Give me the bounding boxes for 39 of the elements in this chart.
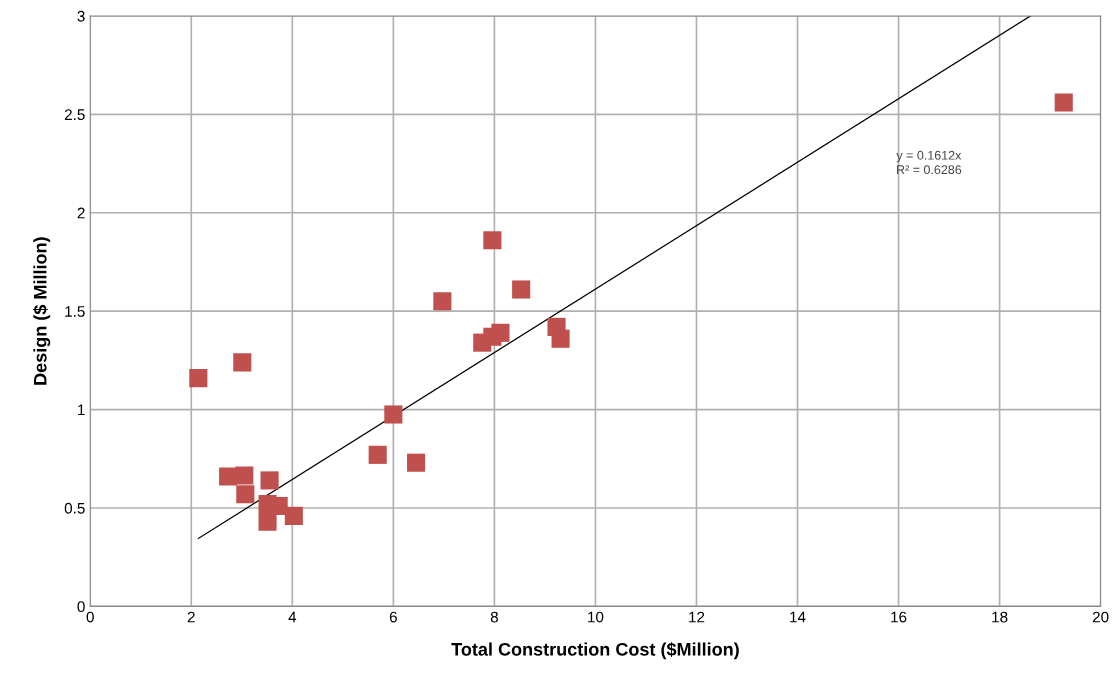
- x-tick-label: 6: [389, 611, 397, 623]
- y-tick-label: 2.5: [64, 109, 85, 121]
- point: [284, 506, 303, 525]
- y-axis-title: Design ($ Million): [33, 237, 51, 385]
- point: [219, 467, 238, 486]
- x-tick-label: 4: [288, 611, 297, 623]
- point: [235, 466, 254, 485]
- x-tick-label: 8: [490, 611, 498, 623]
- point: [368, 445, 387, 464]
- y-tick-label: 0.5: [64, 502, 85, 514]
- point: [483, 231, 502, 250]
- annotation: R² = 0.6286: [897, 165, 962, 175]
- point: [512, 280, 531, 299]
- y-tick-label: 0: [77, 601, 85, 613]
- y-tick-label: 1.5: [65, 306, 85, 317]
- x-tick-label: 20: [1092, 611, 1109, 623]
- point: [233, 353, 252, 372]
- point: [1054, 93, 1073, 112]
- point: [491, 323, 510, 342]
- point: [260, 471, 279, 490]
- y-tick-label: 3: [77, 10, 85, 22]
- x-tick-label: 0: [86, 611, 94, 623]
- x-tick-label: 16: [891, 611, 907, 623]
- point: [433, 292, 452, 311]
- y-tick-label: 1: [78, 404, 85, 416]
- x-axis-title: Total Construction Cost ($Million): [451, 642, 739, 660]
- y-tick-label: 2: [77, 207, 85, 219]
- point: [189, 369, 208, 388]
- point: [551, 329, 570, 348]
- x-tick-label: 18: [992, 611, 1008, 623]
- x-tick-label: 10: [588, 611, 604, 623]
- x-tick-label: 12: [689, 611, 705, 623]
- point: [236, 485, 255, 504]
- x-tick-label: 2: [187, 611, 195, 623]
- x-tick-label: 14: [790, 611, 806, 623]
- point: [407, 453, 426, 472]
- point: [258, 512, 277, 531]
- annotation: y = 0.1612x: [896, 150, 962, 163]
- point: [384, 405, 403, 424]
